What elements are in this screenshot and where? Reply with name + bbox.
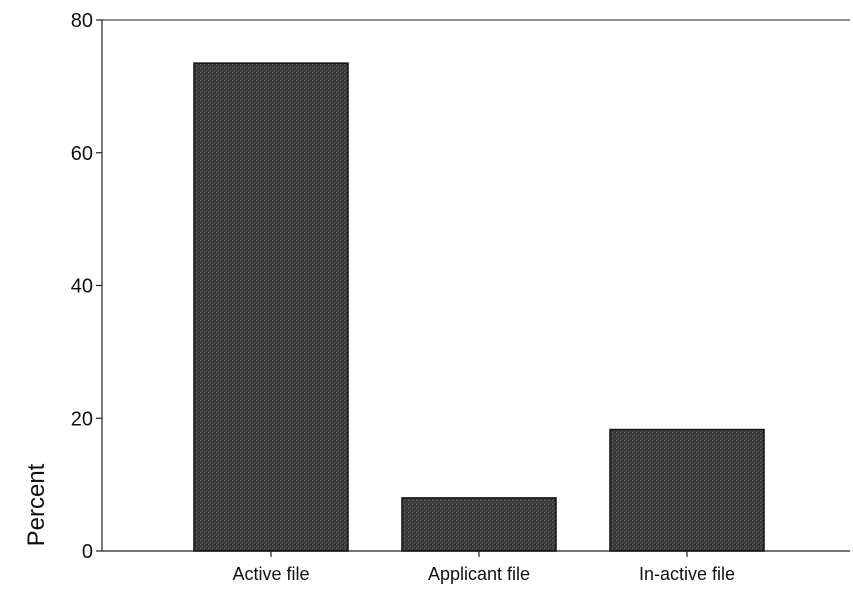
x-axis-tick-labels: Active file Applicant file In-active file bbox=[232, 551, 735, 584]
y-tick-label: 80 bbox=[71, 10, 93, 32]
x-tick-label: Applicant file bbox=[428, 564, 530, 584]
bars bbox=[193, 62, 765, 552]
y-tick-label: 40 bbox=[71, 276, 93, 298]
bar-applicant-file bbox=[401, 497, 557, 552]
y-tick-label: 60 bbox=[71, 143, 93, 165]
y-tick-label: 20 bbox=[71, 408, 93, 430]
y-axis-ticks: 0 20 40 60 80 bbox=[71, 10, 102, 563]
x-tick-label: Active file bbox=[232, 564, 309, 584]
x-tick-label: In-active file bbox=[639, 564, 735, 584]
y-axis-title: Percent bbox=[23, 463, 50, 546]
bar-in-active-file bbox=[609, 428, 765, 552]
y-tick-label: 0 bbox=[82, 541, 93, 563]
bar-active-file bbox=[193, 62, 349, 552]
